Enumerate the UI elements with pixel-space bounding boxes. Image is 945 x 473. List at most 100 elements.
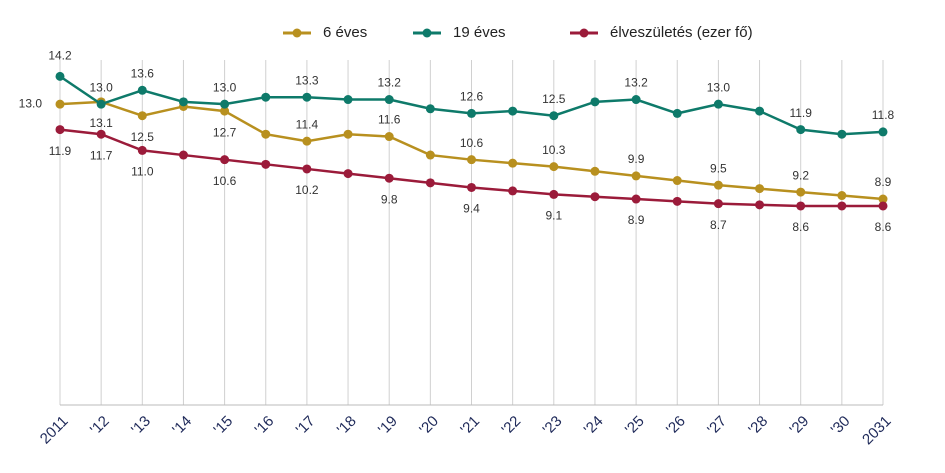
data-point	[220, 99, 230, 109]
x-tick-label: '12	[87, 413, 113, 439]
data-point	[384, 173, 394, 183]
data-label: 12.5	[542, 92, 566, 106]
data-point	[343, 95, 353, 105]
data-label: 12.6	[460, 90, 484, 104]
data-label: 11.8	[872, 108, 895, 122]
x-tick-label: '18	[334, 413, 360, 439]
x-tick-label: '13	[128, 413, 154, 439]
x-tick-label: '22	[498, 413, 524, 439]
data-label: 9.5	[710, 161, 727, 175]
data-point	[631, 95, 641, 105]
data-point	[713, 180, 723, 190]
data-point	[425, 104, 435, 114]
data-point	[178, 150, 188, 160]
data-label: 11.4	[296, 117, 319, 131]
data-point	[508, 186, 518, 196]
data-point	[837, 191, 847, 201]
data-point	[343, 169, 353, 179]
data-label: 9.1	[545, 209, 562, 223]
x-tick-label: '14	[169, 413, 195, 439]
data-point	[261, 92, 271, 102]
data-label: 12.5	[131, 130, 155, 144]
data-point	[261, 159, 271, 169]
data-point	[178, 97, 188, 107]
x-tick-label: '24	[581, 413, 607, 439]
data-point	[631, 194, 641, 204]
data-point	[796, 201, 806, 211]
data-label: 9.9	[628, 152, 645, 166]
data-label: 11.9	[789, 106, 812, 120]
data-label: 13.6	[131, 66, 155, 80]
data-label: 9.2	[792, 168, 809, 182]
data-point	[508, 158, 518, 168]
data-point	[590, 192, 600, 202]
data-label: 10.3	[542, 143, 566, 157]
x-tick-label: '26	[663, 413, 689, 439]
data-point	[878, 201, 888, 211]
data-label: 11.6	[378, 113, 401, 127]
data-point	[590, 97, 600, 107]
data-point	[343, 129, 353, 139]
legend-text: élveszületés (ezer fő)	[610, 24, 753, 41]
legend-text: 6 éves	[323, 24, 367, 41]
data-point	[590, 166, 600, 176]
data-point	[384, 95, 394, 105]
legend-marker	[579, 28, 589, 38]
data-point	[137, 85, 147, 95]
data-point	[549, 162, 559, 172]
x-tick-label: '28	[745, 413, 771, 439]
data-point	[837, 129, 847, 139]
data-label: 9.8	[381, 192, 398, 206]
data-label: 8.6	[875, 220, 892, 234]
data-point	[261, 129, 271, 139]
data-point	[220, 106, 230, 116]
x-tick-label: 2031	[859, 413, 895, 449]
data-point	[302, 164, 312, 174]
data-point	[425, 178, 435, 188]
data-label: 14.2	[48, 49, 72, 63]
data-label: 12.7	[213, 125, 237, 139]
data-point	[755, 184, 765, 194]
data-point	[302, 92, 312, 102]
legend-marker	[292, 28, 302, 38]
x-tick-label: '25	[622, 413, 648, 439]
data-label: 13.0	[19, 96, 43, 110]
data-point	[96, 129, 106, 139]
data-label: 13.0	[213, 80, 237, 94]
x-tick-label: 2011	[37, 413, 72, 448]
data-label: 9.4	[463, 202, 480, 216]
x-tick-label: '21	[457, 413, 483, 439]
data-label: 10.6	[213, 174, 237, 188]
legend-text: 19 éves	[453, 24, 506, 41]
data-point	[549, 189, 559, 199]
data-label: 8.7	[710, 218, 727, 232]
data-label: 11.0	[131, 165, 154, 179]
data-point	[302, 136, 312, 146]
data-point	[55, 99, 65, 109]
data-label: 13.0	[707, 80, 731, 94]
data-point	[713, 99, 723, 109]
x-tick-label: '17	[293, 413, 319, 439]
x-tick-label: '29	[786, 413, 812, 439]
data-point	[837, 201, 847, 211]
data-point	[755, 106, 765, 116]
data-label: 13.2	[378, 76, 402, 90]
data-label: 11.9	[49, 144, 72, 158]
data-label: 11.7	[90, 148, 113, 162]
data-point	[137, 111, 147, 121]
data-point	[631, 171, 641, 181]
legend-marker	[422, 28, 432, 38]
x-tick-label: '15	[210, 413, 236, 439]
data-point	[55, 125, 65, 135]
data-point	[467, 182, 476, 192]
data-point	[672, 176, 682, 186]
data-label: 10.2	[295, 183, 319, 197]
x-tick-label: '23	[540, 413, 566, 439]
x-tick-label: '27	[704, 413, 730, 439]
data-point	[220, 155, 230, 165]
data-point	[425, 150, 435, 160]
data-point	[55, 71, 65, 81]
data-point	[878, 127, 888, 137]
data-point	[878, 194, 888, 204]
